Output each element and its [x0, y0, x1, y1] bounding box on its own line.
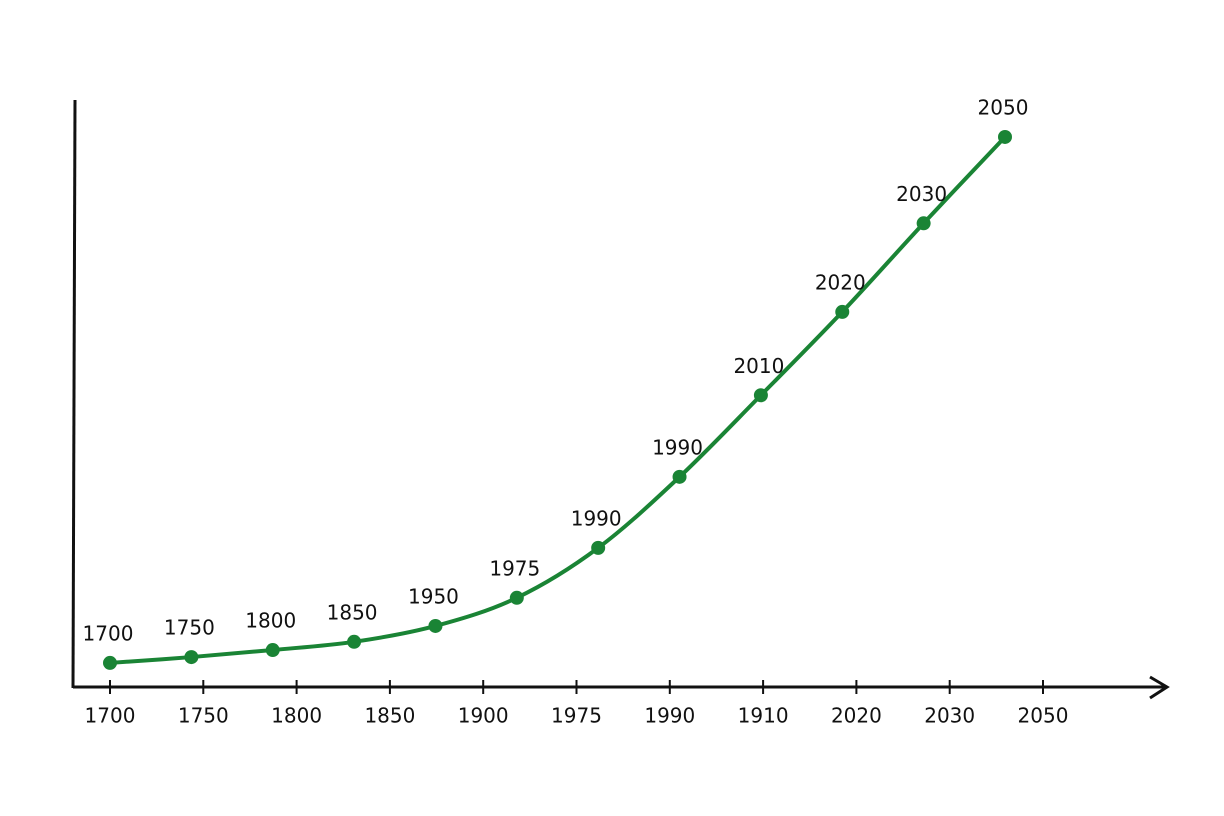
x-tick-label: 1850	[364, 704, 415, 728]
point-label: 1990	[652, 435, 703, 459]
point-label: 2020	[815, 270, 866, 294]
point	[998, 129, 1012, 144]
point-label: 2050	[978, 95, 1029, 119]
point	[835, 304, 850, 319]
point	[428, 618, 443, 633]
point	[509, 590, 524, 605]
x-tick-label: 1750	[178, 704, 229, 728]
x-tick-label: 2030	[924, 704, 975, 728]
point	[916, 216, 931, 231]
point-label: 2010	[733, 354, 784, 378]
point	[184, 650, 199, 665]
x-tick-label: 2020	[831, 704, 882, 728]
point-label: 2030	[896, 182, 947, 206]
x-tick-label: 1990	[644, 704, 695, 728]
y-axis	[71, 99, 77, 689]
point	[753, 388, 768, 403]
point-label: 1990	[571, 506, 622, 530]
x-tick-label: 1910	[738, 704, 789, 728]
x-axis-arrow	[1149, 675, 1170, 700]
x-tick-label: 1975	[551, 704, 602, 728]
point-label: 1950	[408, 584, 459, 608]
point-label: 1800	[245, 609, 296, 633]
point	[672, 469, 687, 484]
line	[109, 135, 1007, 665]
x-tick-label: 1700	[85, 704, 136, 728]
x-tick-label: 1900	[458, 704, 509, 728]
point-label: 1850	[327, 600, 378, 624]
point	[591, 540, 606, 555]
point-label: 1750	[164, 616, 215, 640]
point	[347, 634, 362, 649]
point	[265, 643, 280, 658]
point	[103, 655, 117, 670]
point-label: 1975	[489, 556, 540, 580]
point-label: 1700	[83, 621, 134, 645]
x-tick-label: 1800	[271, 704, 322, 728]
x-tick-label: 2050	[1018, 704, 1069, 728]
